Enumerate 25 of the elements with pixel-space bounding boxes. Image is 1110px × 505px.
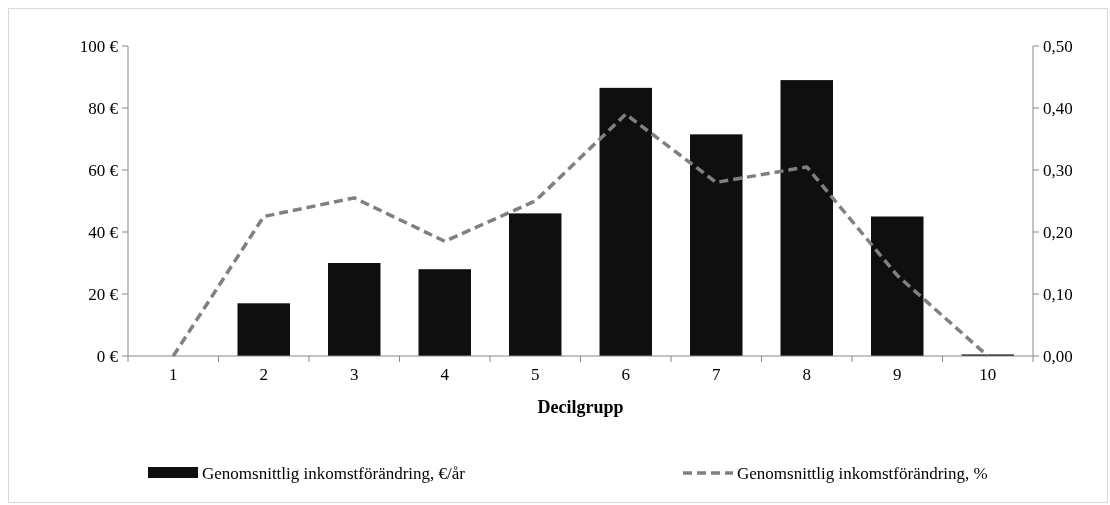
- x-tick-label: 6: [621, 365, 630, 384]
- y-tick-label: 80 €: [88, 98, 119, 118]
- x-tick-label: 9: [893, 365, 902, 384]
- legend-label: Genomsnittlig inkomstförändring, €/år: [202, 463, 466, 483]
- x-tick-label: 10: [979, 365, 997, 384]
- x-tick-label: 3: [350, 365, 359, 384]
- x-tick-label: 5: [531, 365, 540, 384]
- x-tick-label: 8: [802, 365, 811, 384]
- legend-label: Genomsnittlig inkomstförändring, %: [737, 463, 988, 483]
- x-tick-label: 1: [169, 365, 178, 384]
- x-tick-label: 7: [712, 365, 721, 384]
- y2-tick-label: 0,20: [1043, 222, 1073, 242]
- y2-tick-label: 0,00: [1043, 346, 1073, 366]
- y2-tick-label: 0,50: [1043, 36, 1073, 56]
- x-tick-label: 4: [440, 365, 450, 384]
- x-axis-title: Decilgrupp: [537, 397, 624, 417]
- y2-tick-label: 0,30: [1043, 160, 1073, 180]
- y-tick-label: 0 €: [96, 346, 119, 366]
- y-tick-label: 40 €: [88, 222, 119, 242]
- y2-tick-label: 0,40: [1043, 98, 1073, 118]
- y-tick-label: 100 €: [79, 36, 119, 56]
- y-tick-label: 20 €: [88, 284, 119, 304]
- y2-tick-label: 0,10: [1043, 284, 1073, 304]
- x-tick-label: 2: [259, 365, 268, 384]
- y-tick-label: 60 €: [88, 160, 119, 180]
